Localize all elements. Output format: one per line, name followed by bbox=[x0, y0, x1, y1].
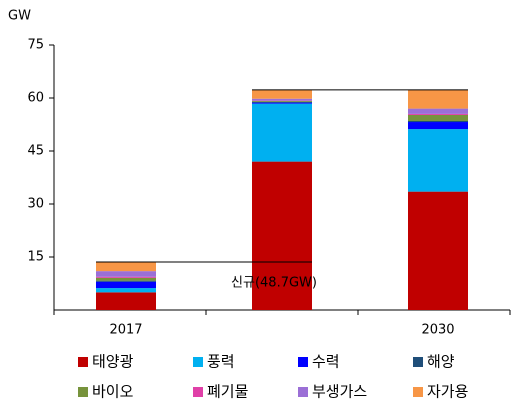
legend-label: 폐기물 bbox=[207, 383, 248, 401]
bar-segment bbox=[408, 115, 468, 121]
bar-segment bbox=[96, 281, 156, 282]
legend-swatch bbox=[78, 357, 88, 367]
bar-segment bbox=[408, 122, 468, 129]
legend-swatch bbox=[193, 357, 203, 367]
bar-segment bbox=[408, 114, 468, 115]
legend-label: 태양광 bbox=[92, 353, 134, 371]
y-tick-label: 60 bbox=[27, 91, 44, 106]
bar-segment bbox=[408, 192, 468, 310]
bar-segment bbox=[252, 104, 312, 162]
bar-segment bbox=[96, 282, 156, 288]
bar-segment bbox=[252, 101, 312, 102]
legend-swatch bbox=[78, 387, 88, 397]
bar-segment bbox=[252, 99, 312, 101]
bar-segment bbox=[408, 90, 468, 109]
bar-segment bbox=[96, 262, 156, 271]
legend-label: 수력 bbox=[312, 353, 340, 371]
bar-segment bbox=[96, 288, 156, 292]
bar-segment bbox=[252, 103, 312, 104]
y-axis-label: GW bbox=[8, 9, 31, 24]
bar-segment bbox=[252, 102, 312, 103]
legend-label: 부생가스 bbox=[312, 383, 367, 401]
bar-segment bbox=[96, 278, 156, 281]
bar-segment bbox=[408, 129, 468, 192]
x-tick-label: 2030 bbox=[421, 323, 454, 338]
legend-label: 해양 bbox=[427, 353, 455, 371]
legend-swatch bbox=[413, 387, 423, 397]
legend-swatch bbox=[298, 387, 308, 397]
annotation: 신규(48.7GW) bbox=[231, 276, 317, 291]
x-tick-label: 2017 bbox=[109, 323, 142, 338]
legend-swatch bbox=[413, 357, 423, 367]
legend-label: 풍력 bbox=[207, 353, 235, 371]
bar-segment bbox=[96, 271, 156, 277]
legend-label: 자가용 bbox=[427, 383, 468, 401]
bar-segment bbox=[96, 292, 156, 310]
legend-swatch bbox=[193, 387, 203, 397]
y-tick-label: 75 bbox=[27, 38, 44, 53]
y-tick-label: 30 bbox=[27, 197, 44, 212]
y-tick-label: 45 bbox=[27, 144, 44, 159]
legend-label: 바이오 bbox=[92, 383, 134, 401]
bar-segment bbox=[408, 121, 468, 122]
bar-segment bbox=[252, 90, 312, 99]
bar-segment bbox=[96, 277, 156, 278]
legend-swatch bbox=[298, 357, 308, 367]
bar-segment bbox=[408, 109, 468, 114]
y-tick-label: 15 bbox=[27, 250, 44, 265]
